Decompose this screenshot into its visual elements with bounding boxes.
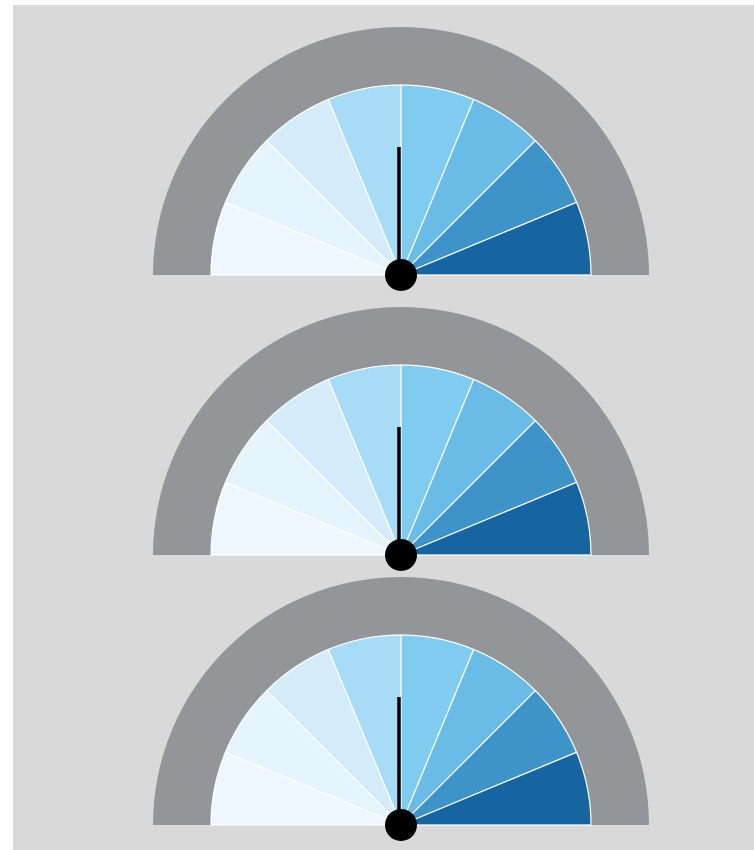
gauge-rim xyxy=(153,577,649,825)
gauge-hub xyxy=(385,539,417,571)
gauge-hub xyxy=(385,809,417,841)
gauge-2 xyxy=(153,307,649,571)
gauge-1 xyxy=(153,27,649,291)
gauge-panel xyxy=(13,5,754,850)
gauge-rim xyxy=(153,27,649,275)
gauge-rim xyxy=(153,307,649,555)
gauge-segment-8 xyxy=(400,751,592,826)
gauge-3 xyxy=(153,577,649,841)
gauge-segment-8 xyxy=(400,201,592,276)
gauge-segment-8 xyxy=(400,481,592,556)
gauge-hub xyxy=(385,259,417,291)
